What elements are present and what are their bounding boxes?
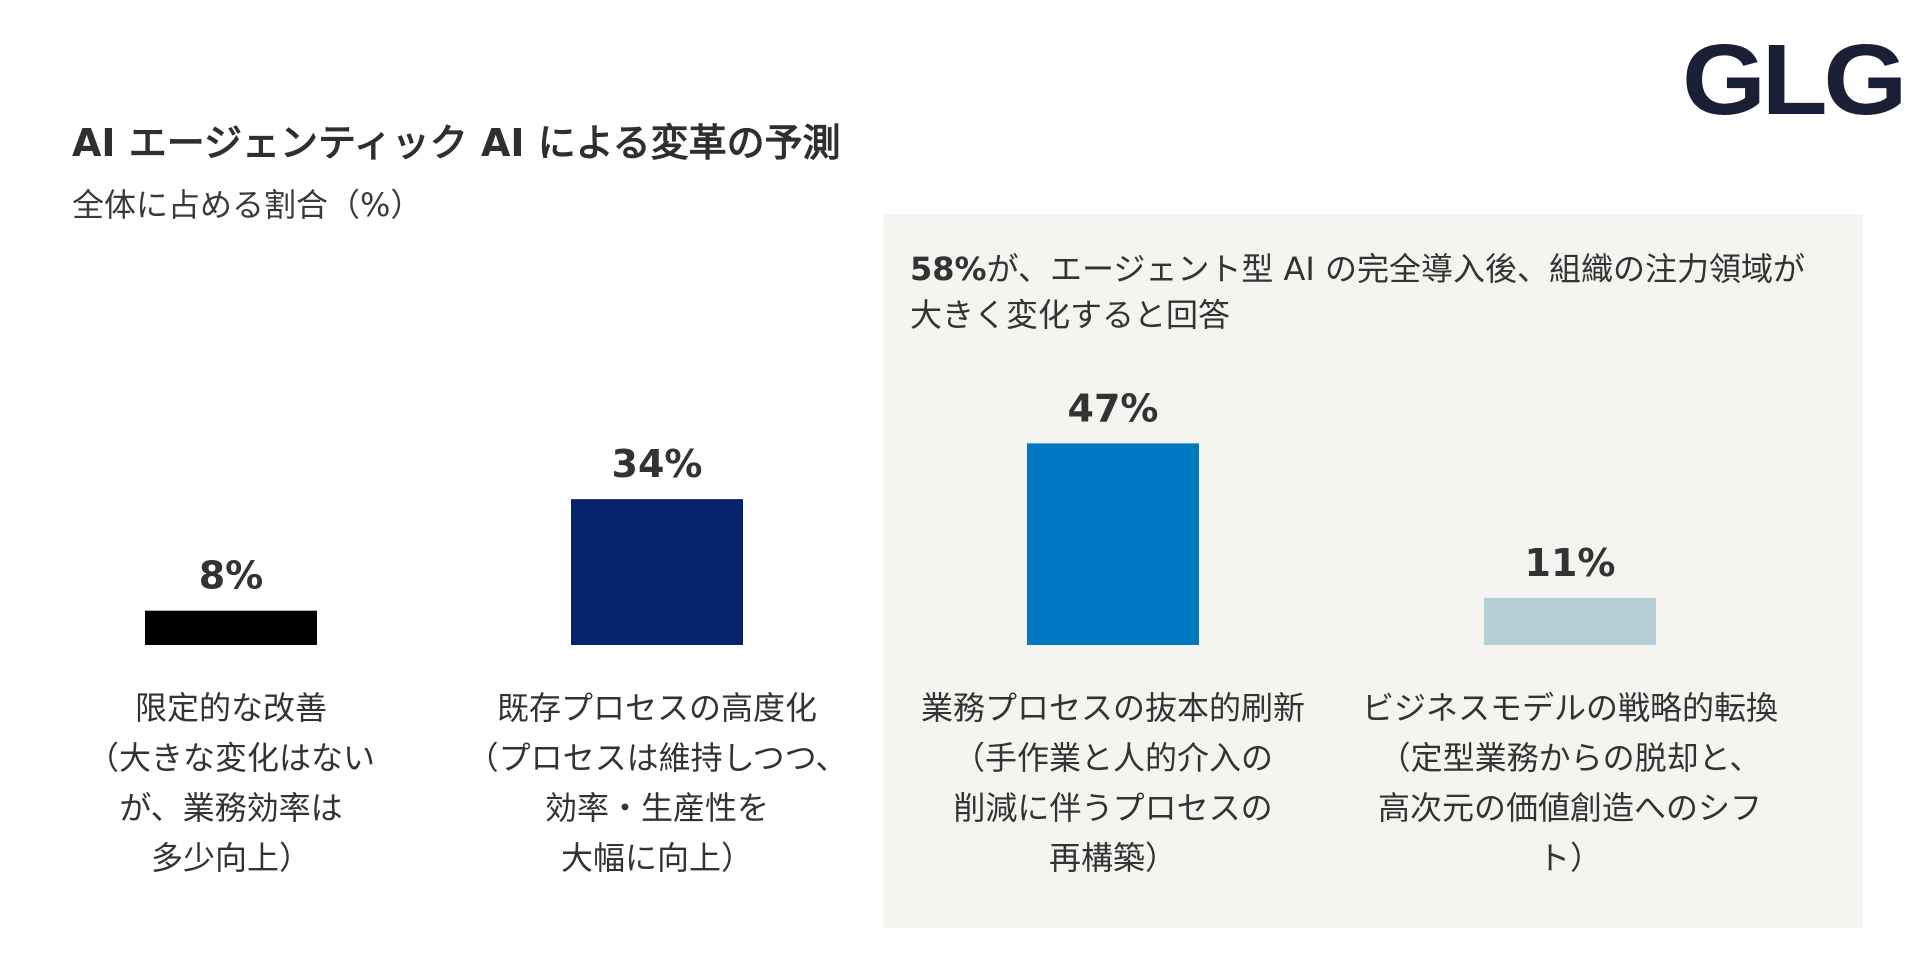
category-label-line: 削減に伴うプロセスの xyxy=(953,789,1273,827)
category-label-line: 限定的な改善 xyxy=(134,689,327,727)
category-label-line: 効率・生産性を xyxy=(544,789,769,827)
category-label-line: 多少向上） xyxy=(150,839,311,877)
callout-text: 58%が、エージェント型 AI の完全導入後、組織の注力領域が 大きく変化すると… xyxy=(910,246,1850,338)
category-label-line: 大幅に向上） xyxy=(560,839,753,877)
chart-subtitle: 全体に占める割合（%） xyxy=(72,186,423,224)
category-label-line: （大きな変化はない xyxy=(86,739,375,777)
category-label-line: 業務プロセスの抜本的刷新 xyxy=(920,689,1305,727)
callout-percent: 58% xyxy=(910,250,987,288)
category-label-line: が、業務効率は xyxy=(119,789,343,827)
chart-title: AI エージェンティック AI による変革の予測 xyxy=(72,121,841,165)
bar-3 xyxy=(1027,443,1199,645)
callout-line-2: 大きく変化すると回答 xyxy=(910,296,1231,334)
category-label-line: （定型業務からの脱却と、 xyxy=(1378,739,1762,777)
bar-2 xyxy=(571,499,743,645)
callout-line-1: 58%が、エージェント型 AI の完全導入後、組織の注力領域が xyxy=(910,246,1850,292)
category-label-line: ビジネスモデルの戦略的転換 xyxy=(1361,689,1778,727)
category-label-line: 高次元の価値創造へのシフト） xyxy=(1377,789,1762,877)
category-label-4: ビジネスモデルの戦略的転換 （定型業務からの脱却と、高次元の価値創造へのシフト） xyxy=(1360,683,1780,883)
value-label-3: 47% xyxy=(1068,386,1159,430)
category-label-line: 再構築） xyxy=(1048,839,1177,877)
category-label-line: 既存プロセスの高度化 xyxy=(496,689,817,727)
category-label-3: 業務プロセスの抜本的刷新 （手作業と人的介入の 削減に伴うプロセスの 再構築） xyxy=(903,683,1323,883)
bar-4 xyxy=(1484,597,1656,645)
value-label-1: 8% xyxy=(199,554,264,598)
category-label-line: （手作業と人的介入の xyxy=(952,739,1273,777)
callout-line-1-text: が、エージェント型 AI の完全導入後、組織の注力領域が xyxy=(986,250,1805,288)
value-label-2: 34% xyxy=(612,442,703,486)
category-label-line: （プロセスは維持しつつ、 xyxy=(466,739,848,777)
category-label-2: 既存プロセスの高度化 （プロセスは維持しつつ、 効率・生産性を 大幅に向上） xyxy=(447,683,867,883)
glg-logo: GLG xyxy=(1682,24,1907,136)
value-label-4: 11% xyxy=(1525,541,1616,585)
category-label-1: 限定的な改善 （大きな変化はない が、業務効率は 多少向上） xyxy=(21,683,441,883)
bar-1 xyxy=(145,610,317,645)
